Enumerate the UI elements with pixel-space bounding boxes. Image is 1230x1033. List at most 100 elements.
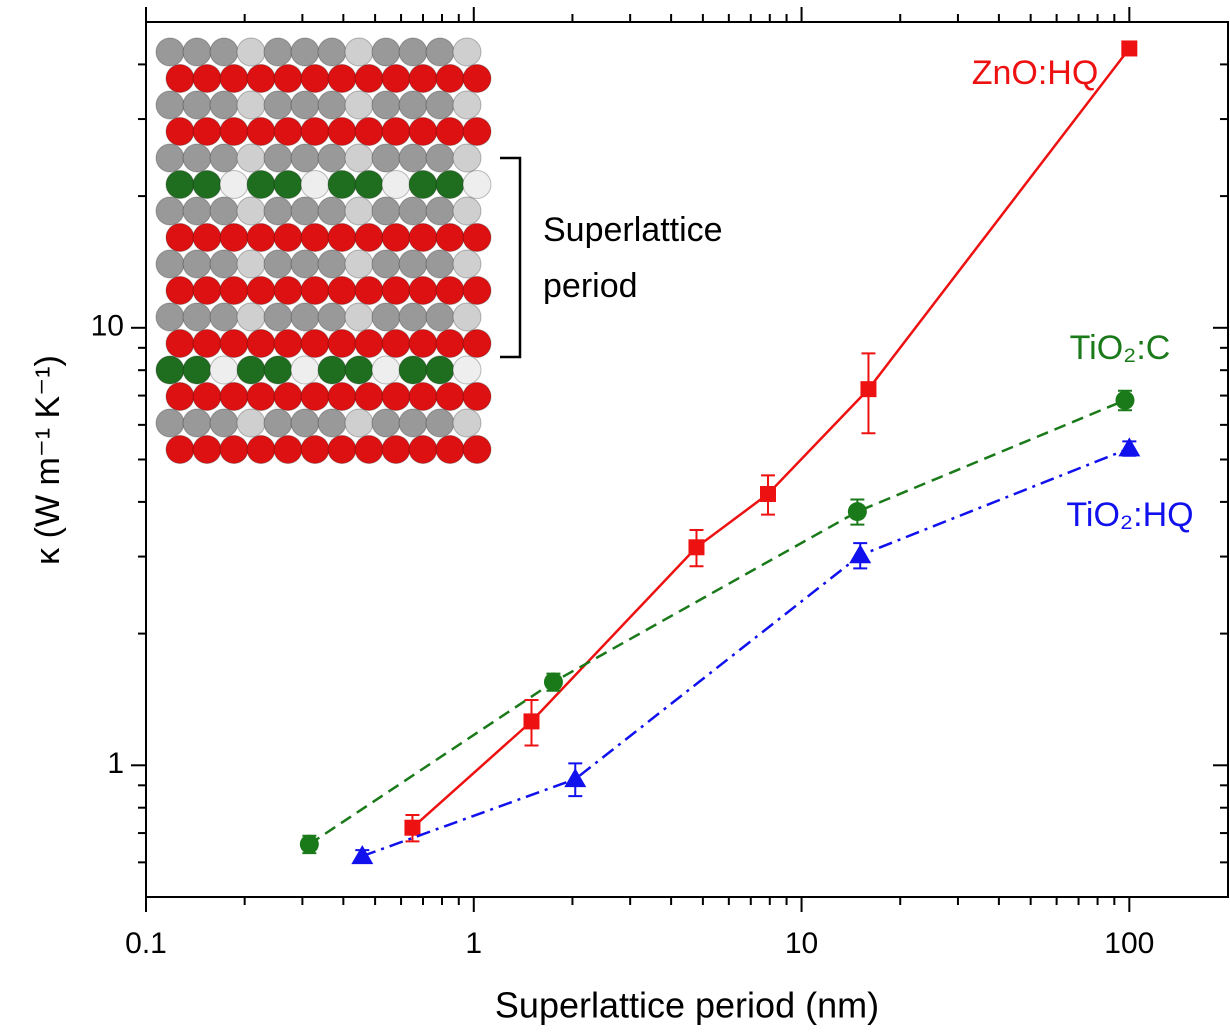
atom	[425, 302, 455, 332]
atom	[327, 329, 357, 358]
legend-label: TiO₂:C	[1070, 329, 1171, 367]
atom	[317, 408, 347, 438]
atom	[398, 355, 428, 385]
atom	[182, 196, 212, 226]
atom	[317, 196, 347, 226]
atom	[192, 170, 222, 199]
atom	[300, 170, 330, 199]
atom	[371, 143, 401, 173]
atom	[290, 249, 320, 279]
atom	[344, 408, 374, 438]
atom	[300, 276, 330, 305]
atom	[425, 249, 455, 279]
atom	[209, 355, 239, 385]
atom	[182, 143, 212, 173]
atom	[219, 64, 249, 93]
atom	[381, 276, 411, 305]
legend-label: ZnO:HQ	[972, 54, 1099, 92]
atom	[344, 249, 374, 279]
atom	[452, 249, 482, 279]
atom	[246, 223, 276, 252]
atom	[300, 64, 330, 93]
atom	[300, 382, 330, 411]
atom	[408, 435, 438, 464]
atom	[263, 249, 293, 279]
atom	[452, 355, 482, 385]
y-tick-label: 10	[91, 310, 124, 343]
atom	[327, 64, 357, 93]
atom	[435, 382, 465, 411]
atom	[381, 117, 411, 146]
atom	[290, 408, 320, 438]
atom	[381, 382, 411, 411]
atom	[462, 223, 492, 252]
legend-label: TiO₂:HQ	[1066, 496, 1193, 534]
atom	[219, 223, 249, 252]
atom	[354, 276, 384, 305]
atom	[398, 408, 428, 438]
atom	[273, 170, 303, 199]
atom	[273, 329, 303, 358]
atom	[344, 143, 374, 173]
atom	[435, 117, 465, 146]
atom	[182, 90, 212, 120]
atom	[192, 117, 222, 146]
atom	[381, 435, 411, 464]
atom	[398, 196, 428, 226]
atom	[300, 117, 330, 146]
atom	[452, 37, 482, 67]
atom	[408, 64, 438, 93]
atom	[246, 276, 276, 305]
atom	[425, 355, 455, 385]
atom	[408, 276, 438, 305]
atom	[236, 355, 266, 385]
atom	[182, 302, 212, 332]
atom	[246, 170, 276, 199]
x-tick-label: 100	[1104, 927, 1154, 960]
x-tick-label: 10	[785, 927, 818, 960]
atom	[327, 276, 357, 305]
atom	[273, 223, 303, 252]
atom	[371, 196, 401, 226]
atom	[246, 64, 276, 93]
atom	[165, 117, 195, 146]
atom	[155, 302, 185, 332]
atom	[317, 37, 347, 67]
x-tick-label: 1	[465, 927, 482, 960]
atom	[155, 143, 185, 173]
atom	[354, 117, 384, 146]
atom	[327, 435, 357, 464]
atom	[165, 435, 195, 464]
atom	[425, 408, 455, 438]
atom	[371, 90, 401, 120]
atom	[354, 329, 384, 358]
atom	[408, 170, 438, 199]
atom	[165, 329, 195, 358]
y-axis-label: κ (W m⁻¹ K⁻¹)	[29, 355, 67, 565]
atom	[354, 382, 384, 411]
atom	[300, 329, 330, 358]
marker	[564, 768, 587, 788]
atom	[327, 117, 357, 146]
atom	[165, 170, 195, 199]
atom	[344, 302, 374, 332]
atom	[155, 249, 185, 279]
atom	[236, 408, 266, 438]
atom	[408, 329, 438, 358]
atom	[273, 276, 303, 305]
x-axis-label: Superlattice period (nm)	[495, 985, 879, 1026]
atom	[300, 435, 330, 464]
marker	[351, 845, 374, 865]
marker	[1121, 40, 1138, 57]
atom	[236, 302, 266, 332]
atom	[398, 90, 428, 120]
atom	[371, 249, 401, 279]
atom	[327, 223, 357, 252]
atom	[192, 223, 222, 252]
atom	[327, 382, 357, 411]
atom	[408, 223, 438, 252]
atom	[246, 435, 276, 464]
atom	[381, 329, 411, 358]
inset-annotation: Superlattice	[543, 211, 723, 249]
atom	[371, 37, 401, 67]
